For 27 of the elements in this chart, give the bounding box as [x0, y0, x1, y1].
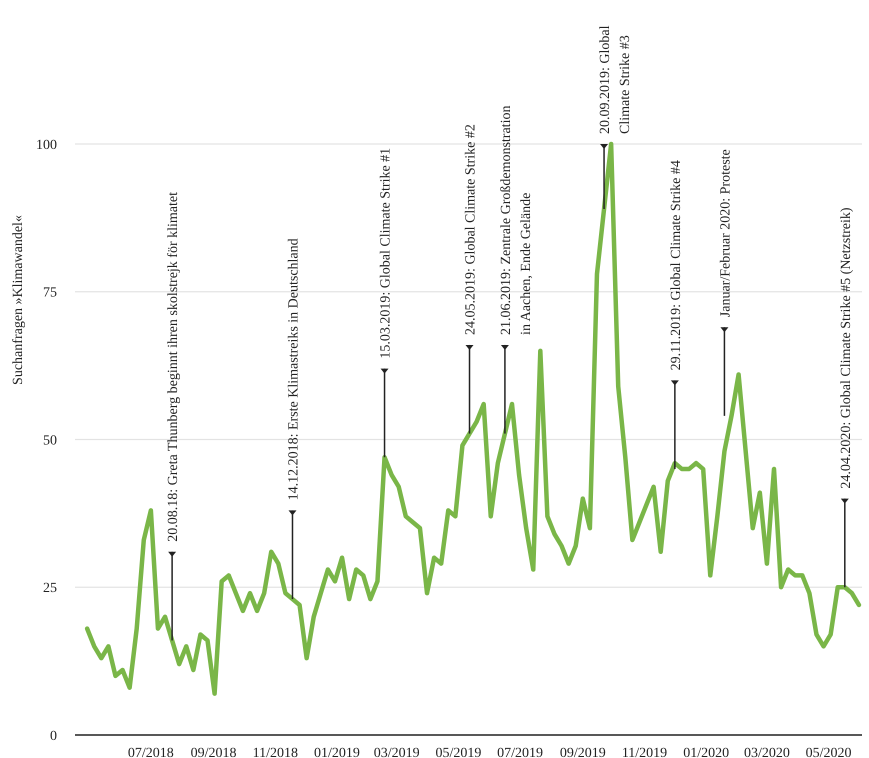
y-axis-title: Suchanfragen »Klimawandel«	[11, 215, 26, 385]
x-tick-label: 01/2020	[683, 746, 730, 758]
annotation: 15.03.2019: Global Climate Strike #1	[378, 148, 394, 359]
y-tick-label: 50	[43, 433, 57, 448]
annotation: Januar/Februar 2020: Proteste	[718, 149, 734, 318]
annotation: 24.04.2020: Global Climate Strike #5 (Netzstreik)	[838, 207, 854, 489]
y-tick-label: 25	[43, 581, 57, 596]
x-tick-label: 05/2020	[806, 746, 852, 758]
annotation: 24.05.2019: Global Climate Strike #2	[464, 124, 479, 335]
x-tick-label: 07/2018	[128, 746, 174, 758]
x-tick-label: 03/2019	[374, 746, 420, 758]
annotation: 21.06.2019: Zentrale Großdemonstration in Aachen, Ende Gelände	[498, 106, 534, 335]
y-tick-label: 100	[36, 138, 57, 153]
annotation: 29.11.2019: Global Climate Strike #4	[668, 160, 684, 370]
annotation: 20.08.18: Greta Thunberg beginnt ihren skolstrejk för klimatet	[166, 192, 182, 542]
x-tick-label: 05/2019	[435, 746, 482, 758]
y-tick-label: 75	[43, 286, 57, 301]
y-tick-label: 0	[50, 728, 57, 744]
x-tick-label: 11/2018	[252, 746, 298, 758]
x-tick-label: 11/2019	[622, 746, 668, 758]
annotation: 14.12.2018: Erste Klimastreiks in Deutschland	[286, 238, 302, 500]
x-tick-label: 09/2018	[190, 746, 237, 758]
annotation: 20.09.2019: Global Climate Strike #3	[598, 25, 634, 134]
x-tick-label: 03/2020	[744, 746, 790, 758]
x-tick-label: 09/2019	[560, 746, 606, 758]
x-tick-label: 01/2019	[314, 746, 360, 758]
x-tick-label: 07/2019	[497, 746, 544, 758]
